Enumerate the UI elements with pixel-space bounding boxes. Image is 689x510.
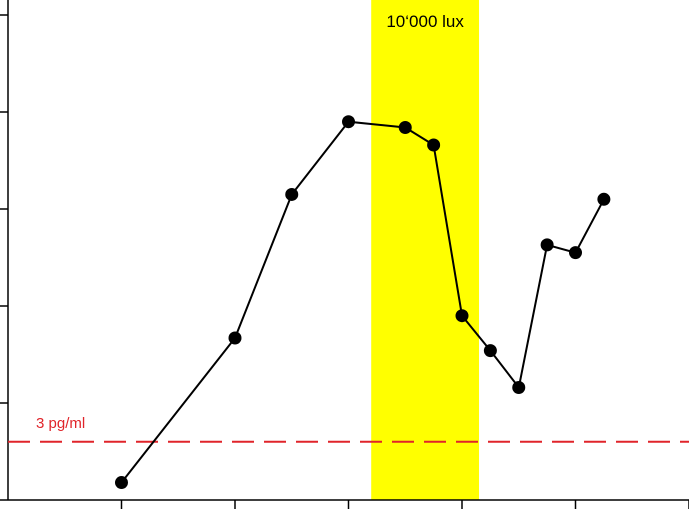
data-point-10 [569,246,582,260]
axes [7,0,689,501]
shaded-regions [371,0,480,500]
data-point-4 [398,121,412,135]
data-point-1 [228,331,242,345]
data-point-9 [540,238,554,252]
data-point-8 [512,380,526,394]
data-point-0 [115,476,128,490]
data-series [115,115,611,490]
data-point-3 [342,115,355,129]
series-line-0 [120,120,605,484]
data-point-2 [285,187,299,201]
reference-line-label-0: 3 pg/ml [36,415,85,432]
data-point-7 [483,344,497,358]
data-point-11 [597,192,611,206]
shaded-band-0 [371,0,480,500]
chart-annotations: 10‘000 lux 3 pg/ml [36,12,464,432]
data-point-5 [427,138,441,152]
axis-ticks [0,14,689,509]
data-point-6 [455,309,469,323]
shaded-band-label-0: 10‘000 lux [386,12,464,31]
